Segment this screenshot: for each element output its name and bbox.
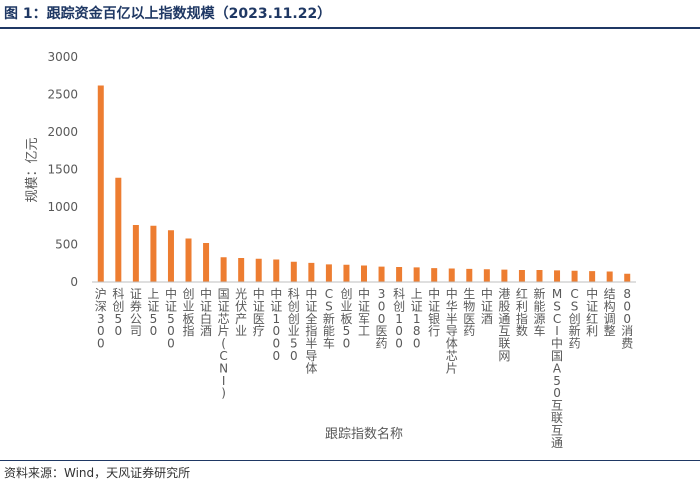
- x-tick-label: 科创 1 0 0: [393, 287, 405, 351]
- bar: [203, 243, 210, 282]
- x-tick-label: 中证 5 0 0: [165, 286, 177, 351]
- x-tick-label: 中证酒: [481, 286, 493, 326]
- bar: [396, 267, 403, 282]
- bar: [571, 270, 578, 282]
- x-tick-label: 红利指数: [516, 286, 528, 338]
- bar: [255, 258, 262, 282]
- x-tick-label: 中证 1 0 0 0: [270, 286, 282, 363]
- x-tick-label: 创业板 5 0: [340, 287, 352, 351]
- bar: [308, 262, 315, 282]
- x-tick-label: 中证全指半导体: [305, 286, 317, 375]
- source-note: 资料来源：Wind，天风证券研究所: [4, 466, 191, 480]
- x-tick-label: 上证 1 8 0: [411, 287, 423, 351]
- bar: [325, 264, 332, 282]
- bar: [378, 266, 385, 282]
- y-tick-label: 2500: [47, 88, 78, 102]
- bar: [589, 271, 596, 282]
- x-tick-label: 中证银行: [428, 286, 440, 338]
- x-tick-label: 生物医药: [463, 287, 475, 338]
- bar: [97, 85, 104, 282]
- x-tick-label: 港股通互联网: [498, 287, 510, 363]
- x-tick-label: 中证红利: [586, 286, 598, 338]
- bar: [150, 225, 157, 282]
- footer-rule: [0, 460, 700, 461]
- bar: [290, 261, 297, 282]
- y-tick-label: 1000: [47, 200, 78, 214]
- x-tick-label: 3 0 0 医药: [376, 287, 388, 351]
- bar: [343, 264, 350, 282]
- bar: [483, 269, 490, 282]
- y-tick-label: 0: [70, 275, 78, 289]
- x-tick-label: C S 创新药: [569, 287, 581, 351]
- x-tick-label: 中证白酒: [200, 286, 212, 338]
- bar: [431, 268, 438, 282]
- bar: [132, 225, 139, 282]
- bar: [167, 230, 174, 282]
- x-tick-label: 新能源车: [533, 286, 545, 338]
- bar: [536, 270, 543, 282]
- x-tick-label: 国证芯片(C N I): [218, 287, 230, 400]
- y-tick-label: 3000: [47, 50, 78, 64]
- x-tick-label: 8 0 0 消费: [621, 287, 633, 351]
- bar: [361, 265, 367, 282]
- x-tick-label: C S 新能车: [323, 287, 335, 351]
- x-axis-label: 跟踪指数名称: [325, 426, 403, 442]
- bar: [273, 259, 280, 282]
- x-tick-label: M S C I 中国 A 5 0 互联互通: [551, 287, 563, 450]
- x-tick-label: 中证医疗: [253, 286, 265, 338]
- figure-title: 图 1：跟踪资金百亿以上指数规模（2023.11.22）: [4, 6, 332, 22]
- bar: [624, 273, 631, 282]
- x-tick-label: 中华半导体芯片: [446, 286, 458, 375]
- bar: [185, 238, 192, 282]
- y-tick-label: 2000: [47, 125, 78, 139]
- title-rule: [0, 27, 700, 29]
- bar: [606, 271, 613, 282]
- bar: [501, 269, 508, 282]
- y-tick-label: 500: [55, 238, 78, 252]
- x-tick-label: 证券公司: [130, 287, 142, 338]
- bar-series: [97, 85, 631, 282]
- x-tick-label: 科创 5 0: [112, 287, 124, 338]
- bar: [238, 258, 245, 282]
- x-tick-label: 光伏产业: [235, 287, 247, 338]
- x-tick-label: 科创创业 5 0: [288, 287, 300, 363]
- bar: [448, 268, 455, 282]
- bar: [554, 270, 561, 282]
- bar: [220, 257, 227, 282]
- y-axis-ticks: 0 500 1000 1500 2000 2500 3000: [47, 50, 78, 289]
- x-tick-label: 结构调整: [604, 287, 616, 338]
- bar: [413, 267, 420, 282]
- x-tick-label: 创业板指: [183, 287, 195, 338]
- bar: [466, 268, 473, 282]
- x-tick-label: 沪深 3 0 0: [95, 287, 107, 351]
- bar: [518, 270, 525, 282]
- x-tick-label: 上证 5 0: [147, 287, 159, 338]
- x-tick-label: 中证军工: [358, 286, 370, 338]
- y-axis-label: 规模：亿元: [25, 137, 40, 202]
- y-tick-label: 1500: [47, 163, 78, 177]
- bar: [115, 177, 122, 282]
